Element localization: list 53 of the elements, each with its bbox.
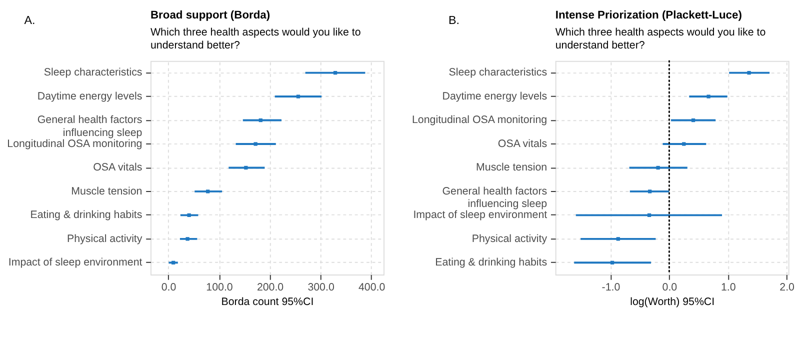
point: [258, 118, 262, 122]
y-tick-label: Impact of sleep environment: [413, 209, 548, 222]
y-tick-label: Sleep characteristics: [448, 66, 548, 79]
y-tick-label: Muscle tension: [71, 185, 142, 198]
x-tick-label: 400.0: [358, 282, 386, 294]
y-tick-label: Muscle tension: [476, 162, 548, 174]
y-tick-label: Longitudinal OSA monitoring: [412, 114, 548, 126]
point: [610, 260, 614, 264]
x-tick-label: 300.0: [308, 282, 334, 294]
text: A.: [24, 14, 36, 28]
point: [296, 94, 300, 98]
point: [647, 213, 652, 218]
y-tick-label: General health factors influencing sleep: [442, 185, 548, 210]
point: [682, 142, 686, 146]
chart-title: Intense Priorization (Plackett-Luce): [555, 10, 742, 22]
point: [691, 118, 696, 122]
x-tick-label: 0.0: [662, 282, 678, 294]
y-tick-label: Longitudinal OSA monitoring: [7, 138, 142, 150]
x-axis-title: Borda count 95%CI: [221, 296, 314, 308]
x-tick-label: 100.0: [206, 282, 233, 294]
point: [616, 237, 620, 241]
y-tick-label: Physical activity: [472, 232, 548, 245]
point: [747, 70, 751, 75]
y-tick-label: General health factors influencing sleep: [37, 114, 142, 139]
point: [172, 260, 176, 264]
y-tick-label: Daytime energy levels: [442, 90, 548, 102]
point: [333, 70, 338, 75]
y-tick-label: Impact of sleep environment: [8, 256, 142, 269]
x-tick-label: 0.0: [161, 282, 176, 294]
y-tick-label: Eating & drinking habits: [30, 209, 142, 222]
y-tick-label: Physical activity: [67, 232, 143, 245]
point: [648, 190, 652, 194]
point: [206, 190, 210, 194]
point: [254, 142, 258, 146]
chart-subtitle: Which three health aspects would you like to understand better?: [555, 26, 766, 52]
x-tick-label: 1.0: [720, 282, 736, 294]
point: [186, 237, 190, 241]
point: [187, 213, 191, 218]
y-tick-label: OSA vitals: [498, 138, 548, 150]
y-tick-label: OSA vitals: [93, 162, 142, 174]
chart-subtitle: Which three health aspects would you like to understand better?: [150, 26, 361, 52]
text: B.: [448, 14, 460, 28]
y-tick-label: Daytime energy levels: [37, 90, 142, 102]
point: [706, 94, 710, 98]
point: [244, 166, 248, 170]
point: [656, 166, 660, 170]
x-axis-title: log(Worth) 95%CI: [630, 296, 715, 308]
y-tick-label: Eating & drinking habits: [435, 256, 548, 269]
x-tick-label: -1.0: [602, 282, 620, 294]
y-tick-label: Sleep characteristics: [44, 66, 142, 79]
x-tick-label: 2.0: [780, 282, 795, 294]
x-tick-label: 200.0: [256, 282, 284, 294]
chart-title: Broad support (Borda): [150, 10, 270, 22]
